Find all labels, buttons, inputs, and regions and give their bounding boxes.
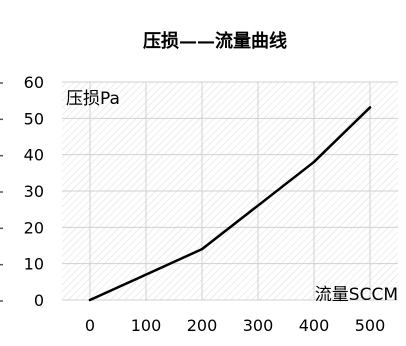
x-axis-ticks: 0 100 200 300 400 500 xyxy=(85,316,385,335)
x-tick-label: 200 xyxy=(187,316,218,335)
data-point xyxy=(312,160,316,164)
x-tick-label: 100 xyxy=(131,316,162,335)
x-tick-label: 300 xyxy=(243,316,274,335)
y-tick-label: 40 xyxy=(24,146,44,165)
series-group xyxy=(88,106,372,302)
y-tick-label: 10 xyxy=(24,255,44,274)
y-axis-label: 压损Pa xyxy=(66,89,120,109)
y-axis-ticks: 0 10 20 30 40 50 60 xyxy=(24,73,44,310)
y-tick-label: 60 xyxy=(24,73,44,92)
x-axis-label: 流量SCCM xyxy=(315,285,398,305)
x-tick-label: 400 xyxy=(299,316,330,335)
chart-title: 压损——流量曲线 xyxy=(143,30,287,52)
y-tick-label: 0 xyxy=(34,291,44,310)
x-tick-label: 500 xyxy=(355,316,386,335)
y-tick-label: 50 xyxy=(24,109,44,128)
data-point xyxy=(88,298,92,302)
y-tick-label: 20 xyxy=(24,218,44,237)
data-point xyxy=(200,247,204,251)
left-edge-marks xyxy=(0,82,3,302)
x-tick-label: 0 xyxy=(85,316,95,335)
y-tick-label: 30 xyxy=(24,182,44,201)
series-line xyxy=(88,106,372,302)
data-point xyxy=(368,106,372,109)
